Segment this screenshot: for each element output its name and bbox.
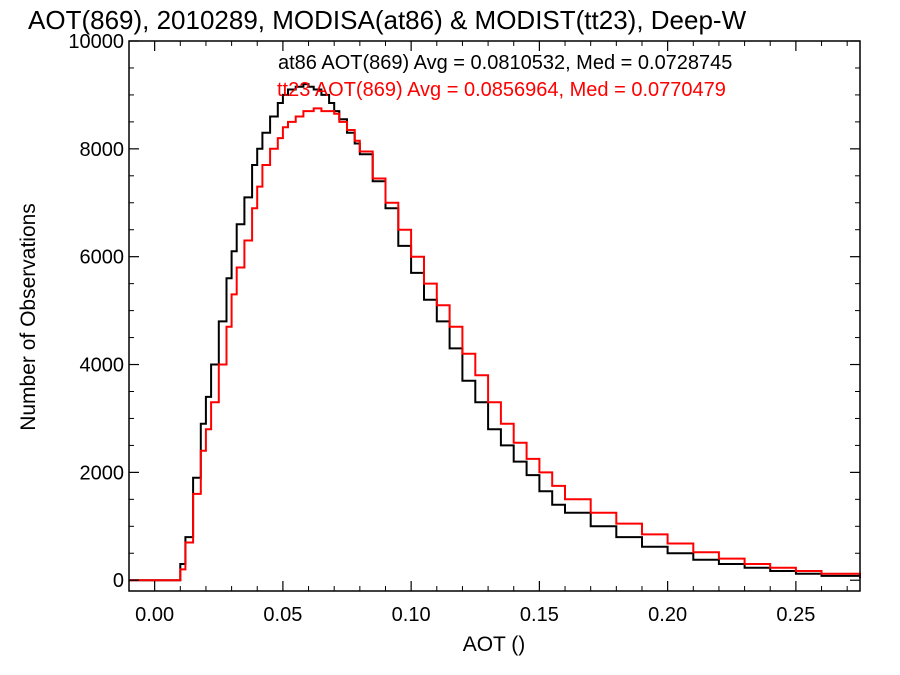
- legend: at86 AOT(869) Avg = 0.0810532, Med = 0.0…: [277, 52, 732, 101]
- series-layer: [129, 83, 861, 582]
- x-tick-label: 0.20: [648, 604, 687, 626]
- y-axis-label: Number of Observations: [17, 203, 40, 431]
- legend-at86: at86 AOT(869) Avg = 0.0810532, Med = 0.0…: [278, 52, 732, 74]
- x-tick-label: 0.25: [776, 604, 815, 626]
- x-tick-label: 0.00: [135, 604, 174, 626]
- ticks: 0.00 0.05 0.10 0.15 0.20 0.25 0 2000 4000 6000 800…: [68, 31, 860, 626]
- y-tick-label: 6000: [80, 247, 125, 269]
- y-tick-label: 8000: [80, 139, 125, 161]
- x-tick-label: 0.15: [520, 604, 559, 626]
- x-tick-label: 0.10: [392, 604, 431, 626]
- y-tick-label: 10000: [68, 31, 124, 53]
- y-tick-label: 2000: [80, 462, 125, 484]
- x-tick-label: 0.05: [263, 604, 302, 626]
- legend-tt23: tt23 AOT(869) Avg = 0.0856964, Med = 0.0…: [277, 79, 726, 101]
- x-axis-label: AOT (): [463, 633, 526, 656]
- series-line-tt23: [129, 107, 861, 582]
- plot-frame: [128, 40, 861, 592]
- y-tick-label: 4000: [80, 355, 125, 377]
- y-tick-label: 0: [113, 570, 124, 592]
- plot-area: 0.00 0.05 0.10 0.15 0.20 0.25 0 2000 4000 6000 800…: [68, 31, 861, 626]
- chart-title: AOT(869), 2010289, MODISA(at86) & MODIST…: [28, 5, 747, 35]
- series-line-at86: [129, 83, 861, 582]
